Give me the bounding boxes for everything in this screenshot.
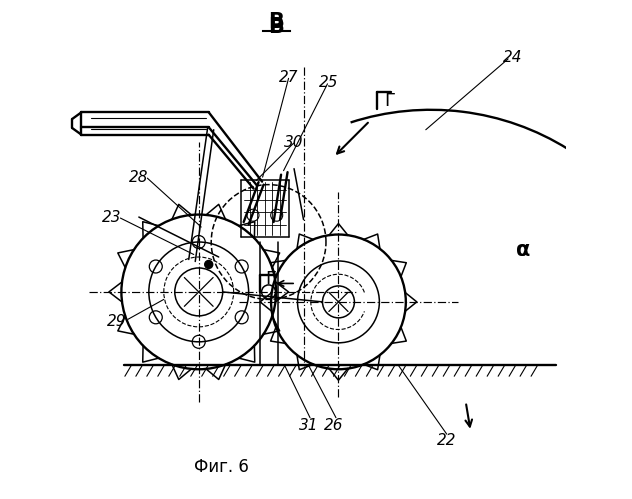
Circle shape (205, 260, 213, 268)
Text: В: В (268, 17, 284, 37)
Text: Г: Г (265, 270, 277, 288)
Text: 27: 27 (279, 70, 298, 85)
Text: В: В (268, 12, 284, 32)
Text: 31: 31 (299, 418, 319, 433)
Text: 25: 25 (319, 75, 338, 90)
Text: 30: 30 (284, 135, 303, 150)
Text: 28: 28 (129, 170, 149, 185)
Text: 24: 24 (503, 50, 523, 65)
Text: α: α (516, 240, 530, 259)
Text: Фиг. 6: Фиг. 6 (194, 458, 248, 476)
Text: 26: 26 (324, 418, 343, 433)
Text: Г: Г (384, 92, 395, 110)
Text: 29: 29 (107, 314, 126, 329)
Text: 23: 23 (102, 210, 121, 225)
Text: 22: 22 (437, 433, 456, 448)
